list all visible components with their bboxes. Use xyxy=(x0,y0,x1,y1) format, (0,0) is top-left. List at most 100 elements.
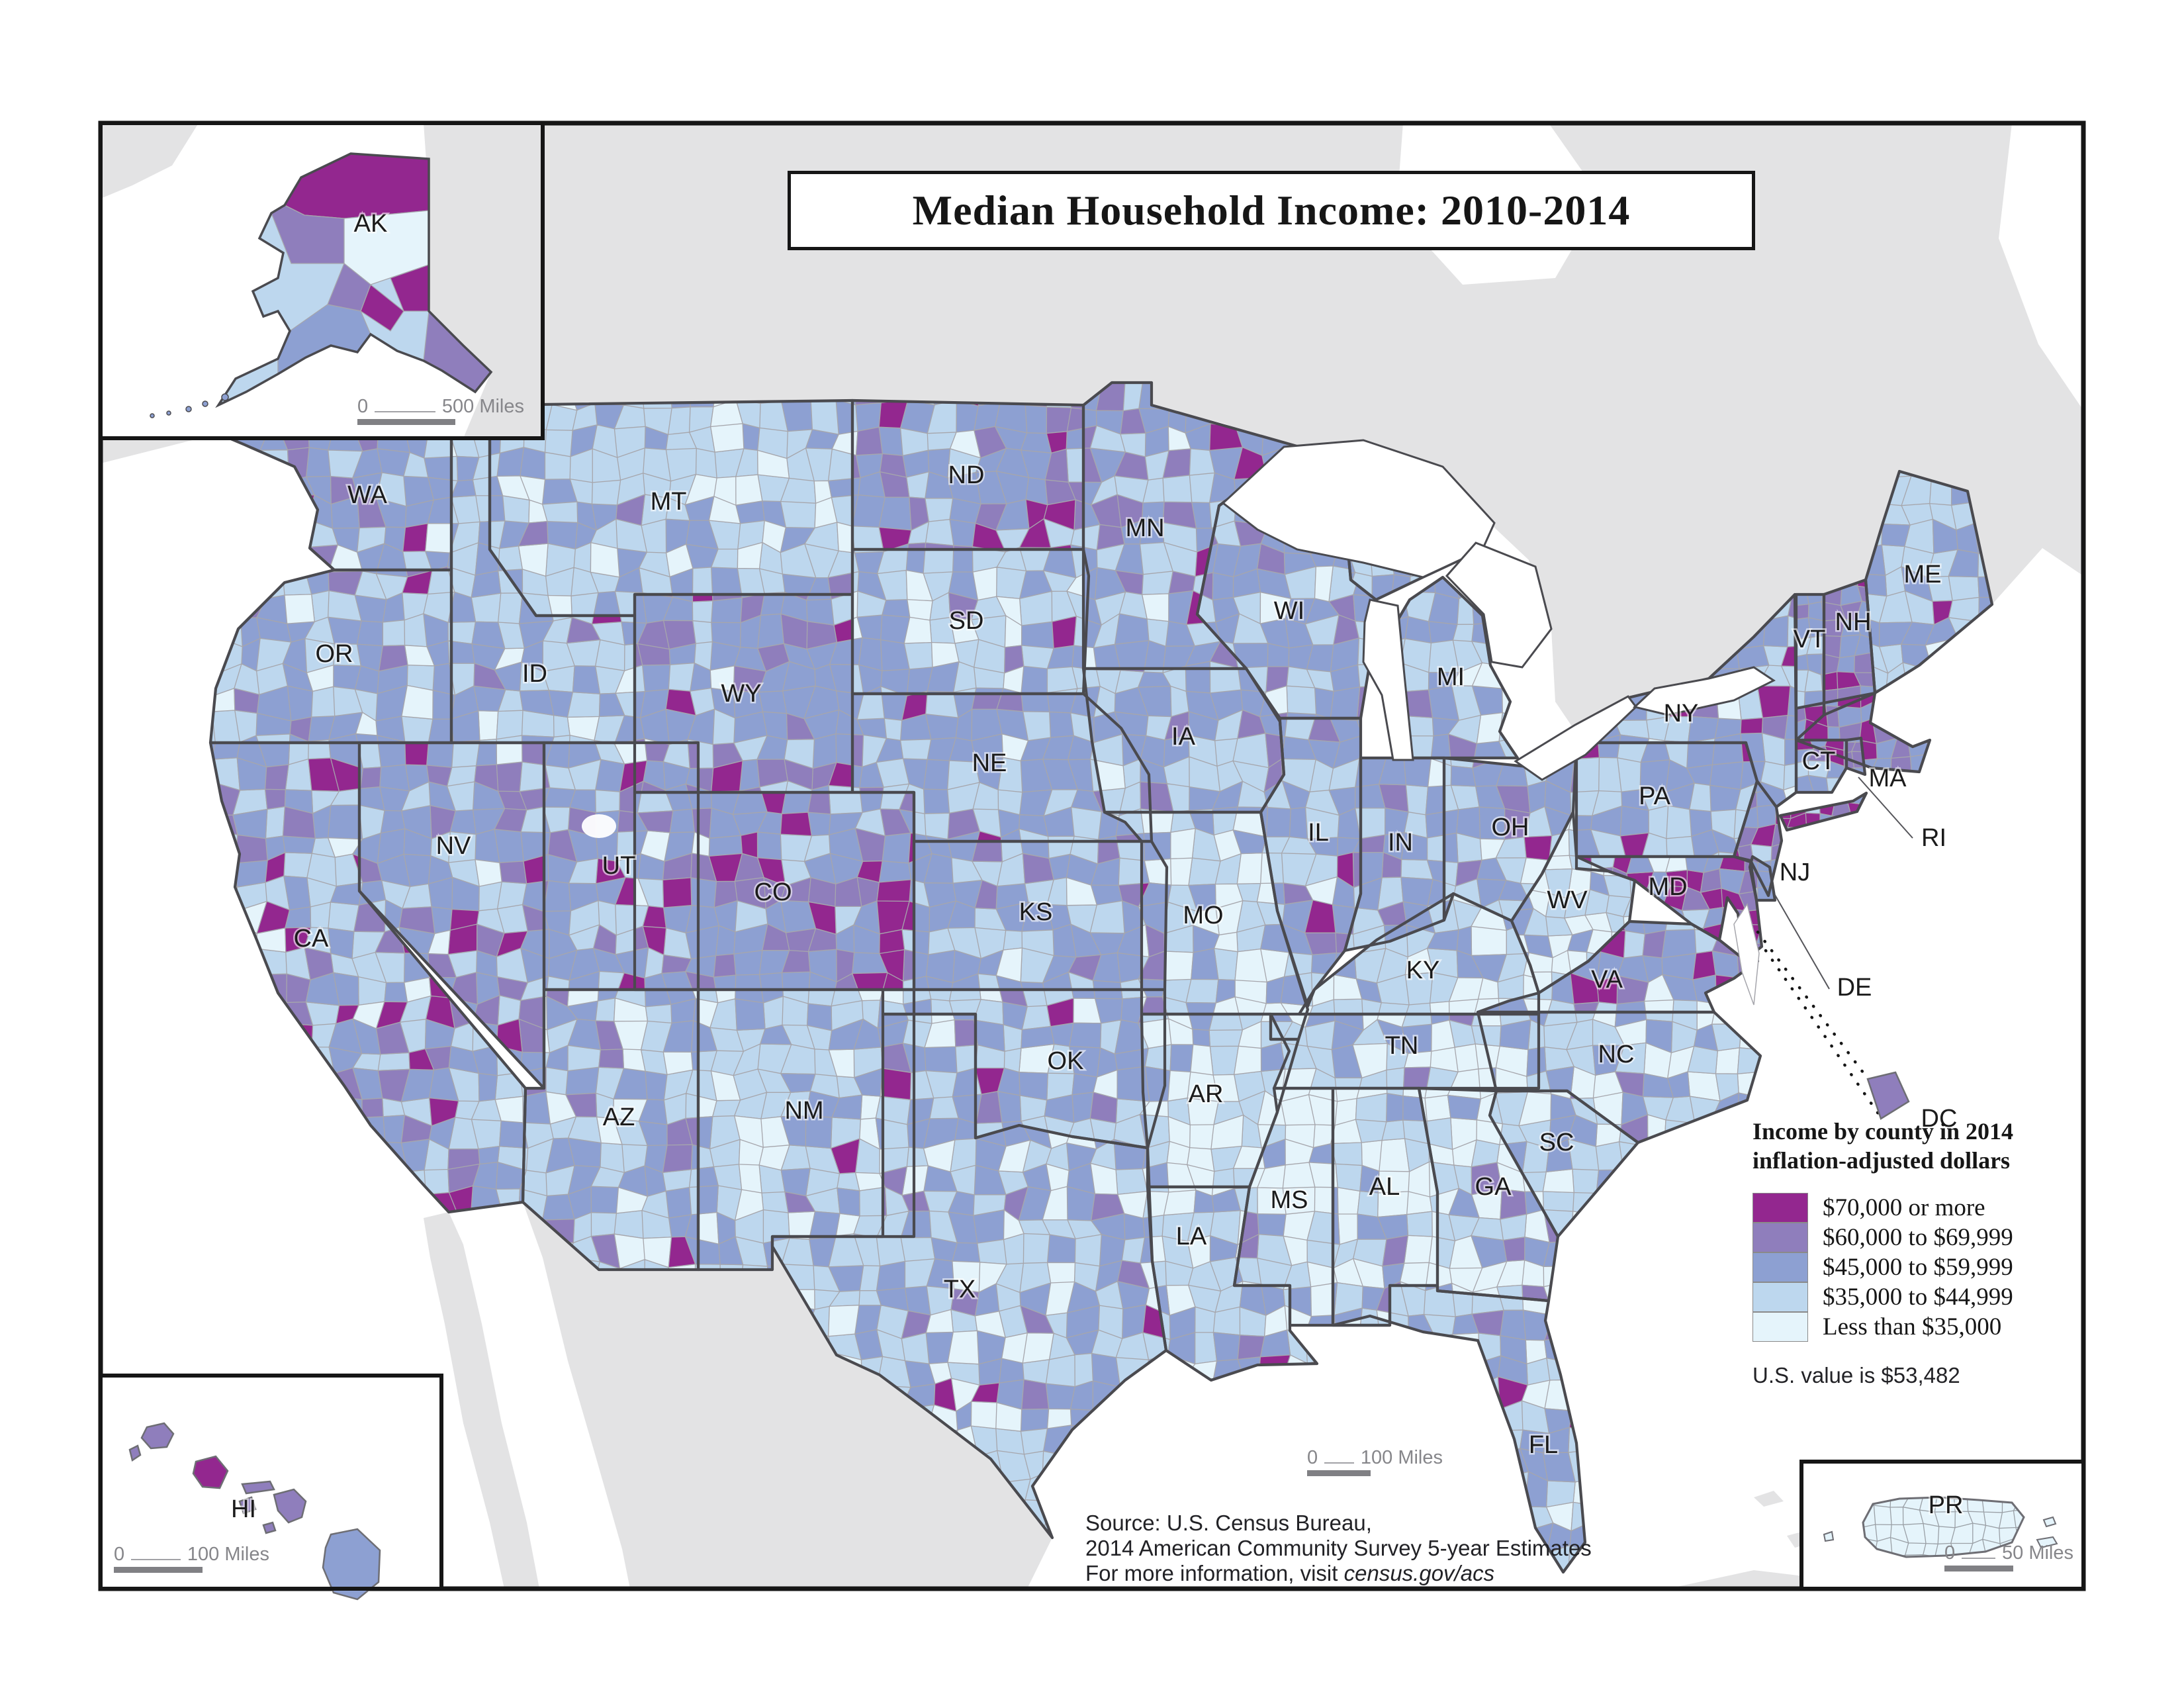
state-border-ct xyxy=(1794,738,1848,794)
hawaii-inset xyxy=(128,1422,381,1601)
alaska-outline xyxy=(215,152,493,408)
county-cells-nd xyxy=(878,400,1077,549)
scale-pr-label: 50 Miles xyxy=(2002,1542,2073,1564)
map-labels: WA OR CA NV ID MT WY UT CO AZ NM ND SD NE KS OK TX MN IA MO… xyxy=(230,209,1965,1525)
legend-swatch-c5 xyxy=(1752,1311,1808,1342)
state-label-in: IN xyxy=(1388,829,1413,857)
scale-pr-bar xyxy=(1944,1566,2013,1571)
county-cells-tx xyxy=(880,1068,1166,1412)
legend-us-value: U.S. value is $53,482 xyxy=(1752,1362,1960,1387)
aleutian-island xyxy=(202,400,208,407)
scale-bar-puertorico: 0 50 Miles xyxy=(1944,1542,2073,1571)
state-border-va xyxy=(1476,919,1760,1014)
siberia xyxy=(101,123,199,199)
state-border-li xyxy=(1778,791,1868,832)
scale-ak-line xyxy=(375,402,435,412)
dc-leader-dotted xyxy=(1756,930,1871,1082)
hawaii-island xyxy=(322,1528,381,1601)
state-label-ri: RI xyxy=(1921,824,1946,852)
state-border-ri xyxy=(1844,736,1867,776)
state-border-tx xyxy=(770,1012,1168,1540)
state-label-wi: WI xyxy=(1274,597,1304,625)
state-label-or: OR xyxy=(316,640,353,668)
aleutian-island xyxy=(150,413,155,418)
county-cells-nv xyxy=(428,743,544,955)
state-label-wy: WY xyxy=(721,680,761,708)
state-label-nd: ND xyxy=(948,461,985,489)
state-border-ca xyxy=(208,741,527,1214)
legend-label-c4: $35,000 to $44,999 xyxy=(1823,1283,2013,1311)
hawaii-island xyxy=(192,1455,229,1489)
scale-main-bar xyxy=(1307,1470,1371,1476)
leader-line-de xyxy=(1774,894,1830,990)
dc-leader-dotted xyxy=(1764,949,1883,1119)
state-label-mo: MO xyxy=(1183,902,1223,929)
hawaii-island xyxy=(140,1422,175,1450)
state-ms xyxy=(1234,1088,1333,1325)
state-label-fl: FL xyxy=(1529,1431,1558,1459)
state-label-ky: KY xyxy=(1406,957,1440,984)
state-label-me: ME xyxy=(1904,561,1942,588)
aleutian-island xyxy=(166,410,171,416)
legend-row-c1: $70,000 or more xyxy=(1752,1192,2123,1223)
source-line-2: 2014 American Community Survey 5-year Es… xyxy=(1085,1536,1592,1560)
state-in xyxy=(1345,758,1444,951)
scale-pr-line xyxy=(1962,1548,1995,1559)
state-label-tx: TX xyxy=(944,1276,976,1303)
county-cells-mt xyxy=(518,494,852,600)
great-salt-lake xyxy=(582,814,616,838)
state-label-hi: HI xyxy=(231,1495,256,1523)
state-nm xyxy=(698,990,914,1270)
hawaii-island xyxy=(262,1521,277,1534)
canada-landmass xyxy=(101,123,2083,747)
scale-hi-zero: 0 xyxy=(114,1544,125,1565)
hawaii-island xyxy=(241,1480,275,1495)
state-label-mi: MI xyxy=(1437,663,1465,691)
source-line-3-text: For more information, visit xyxy=(1085,1561,1344,1585)
legend-label-c3: $45,000 to $59,999 xyxy=(1823,1253,2013,1281)
bahamas-island xyxy=(1754,1491,1784,1507)
atlantic-northeast xyxy=(1999,123,2083,410)
hawaii-island xyxy=(128,1444,142,1462)
scale-pr-zero: 0 xyxy=(1944,1542,1956,1564)
state-border-ga xyxy=(1417,1086,1560,1303)
state-label-pa: PA xyxy=(1639,782,1671,810)
scale-main-label: 100 Miles xyxy=(1360,1447,1443,1468)
state-label-wa: WA xyxy=(347,481,387,509)
state-label-ar: AR xyxy=(1189,1080,1224,1108)
state-border-ma xyxy=(1794,691,1932,774)
county-cells-me xyxy=(1932,600,1953,626)
state-ia xyxy=(1083,669,1284,812)
county-cells-md xyxy=(1644,857,1688,873)
state-label-nh: NH xyxy=(1835,608,1872,636)
scale-bar-hawaii: 0 100 Miles xyxy=(114,1544,269,1573)
state-label-mt: MT xyxy=(651,488,687,516)
state-oh xyxy=(1444,743,1576,921)
county-cells-sd xyxy=(1051,616,1077,649)
legend-label-c2: $60,000 to $69,999 xyxy=(1823,1223,2013,1251)
county-cells-tn xyxy=(1402,1014,1479,1088)
state-mo xyxy=(1105,812,1308,1039)
legend-heading-line2: inflation-adjusted dollars xyxy=(1752,1147,2011,1174)
state-label-ny: NY xyxy=(1664,700,1699,727)
legend-label-c1: $70,000 or more xyxy=(1823,1194,1985,1221)
puertorico-inset-frame xyxy=(1799,1460,2085,1591)
legend-row-c4: $35,000 to $44,999 xyxy=(1752,1282,2123,1312)
state-label-la: LA xyxy=(1176,1223,1207,1250)
scale-hi-label: 100 Miles xyxy=(187,1544,269,1565)
hawaii-island xyxy=(273,1488,307,1524)
state-nd xyxy=(852,400,1083,549)
scale-bar-main: 0 100 Miles xyxy=(1307,1447,1443,1476)
scale-ak-label: 500 Miles xyxy=(441,396,524,417)
county-cells-vt xyxy=(1796,603,1809,622)
legend-rows: $70,000 or more $60,000 to $69,999 $45,000… xyxy=(1752,1192,2123,1342)
puertorico-island xyxy=(1823,1530,1835,1542)
county-cells-ok xyxy=(976,990,1165,1124)
legend-swatch-c1 xyxy=(1752,1192,1808,1223)
puertorico-outline xyxy=(1862,1496,2025,1558)
county-cells-ny xyxy=(1669,645,1796,734)
county-cells-va xyxy=(1522,921,1721,1012)
state-label-de: DE xyxy=(1837,974,1872,1002)
baja-california xyxy=(424,1212,539,1589)
page-title: Median Household Income: 2010-2014 xyxy=(912,187,1631,234)
